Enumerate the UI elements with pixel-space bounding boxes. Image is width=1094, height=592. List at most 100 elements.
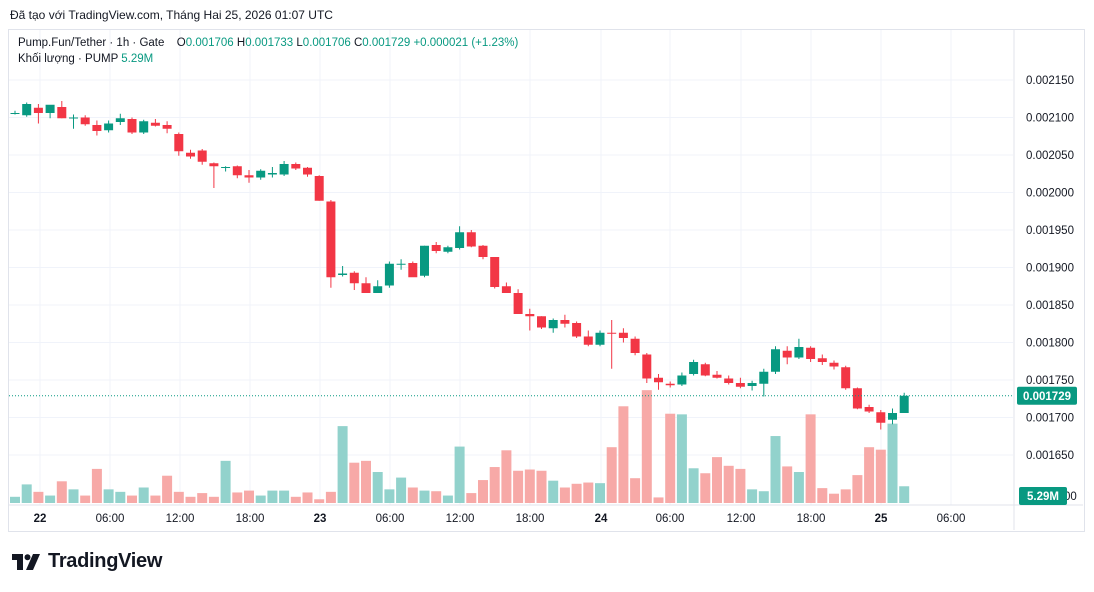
volume-bar: [887, 423, 898, 503]
price-tick-label: 0.001650: [1026, 450, 1074, 462]
volume-bar: [595, 483, 605, 503]
candle-body: [104, 123, 114, 131]
price-tick-label: 0.001850: [1026, 300, 1074, 312]
candle-body: [782, 350, 792, 358]
candle-body: [139, 121, 149, 133]
candle-body: [607, 332, 617, 334]
candle-body: [326, 201, 336, 278]
volume-bar: [21, 484, 32, 503]
candle-body: [244, 175, 254, 178]
volume-bar: [372, 472, 383, 503]
volume-bar: [454, 446, 465, 503]
time-tick-label: 06:00: [376, 513, 405, 525]
candle-body: [209, 163, 219, 167]
time-tick-label: 24: [595, 513, 608, 525]
volume-bar: [630, 478, 641, 503]
volume-value: 5.29M: [121, 53, 154, 65]
volume-bar: [208, 496, 219, 503]
time-tick-label: 06:00: [656, 513, 685, 525]
volume-bar: [864, 447, 875, 503]
candle-body: [455, 232, 465, 248]
time-tick-label: 06:00: [937, 513, 966, 525]
candle-body: [806, 347, 816, 359]
price-tick-label: 0.001800: [1026, 338, 1074, 350]
candle-body: [771, 349, 780, 372]
time-tick-label: 12:00: [446, 513, 475, 525]
candle-body: [162, 125, 172, 129]
candle-body: [829, 362, 839, 367]
candle-body: [665, 383, 675, 386]
candle-body: [864, 407, 874, 412]
volume-bar: [583, 482, 594, 503]
chart-legend: Pump.Fun/Tether · 1h · Gate O0.001706 H0…: [18, 35, 518, 67]
candle-body: [677, 375, 687, 385]
candle-body: [92, 125, 102, 131]
volume-bar: [641, 390, 652, 503]
last-price-badge: [1017, 386, 1077, 405]
volume-badge-label: 5.29M: [1027, 491, 1059, 503]
candle-body: [338, 273, 348, 275]
volume-bar: [712, 457, 722, 503]
candle-body: [420, 245, 429, 276]
candle-body: [501, 286, 511, 293]
candle-body: [654, 377, 663, 383]
volume-bars: [10, 390, 910, 503]
volume-bar: [255, 495, 266, 503]
candle-body: [548, 320, 558, 329]
tradingview-logo[interactable]: TradingView: [12, 550, 162, 573]
candle-body: [724, 378, 734, 383]
time-tick-label: 25: [875, 513, 888, 525]
volume-bar: [220, 460, 231, 503]
candle-body: [595, 332, 605, 345]
volume-bar: [618, 406, 629, 503]
candle-body: [876, 412, 886, 423]
volume-bar: [442, 495, 453, 503]
volume-bar: [325, 491, 336, 503]
volume-label[interactable]: Khối lượng · PUMP: [18, 53, 119, 65]
candle-body: [712, 374, 722, 378]
volume-bar: [91, 468, 102, 503]
volume-bar: [431, 491, 442, 503]
low-label: L: [296, 37, 303, 49]
volume-bar: [396, 477, 407, 503]
volume-bar: [279, 490, 290, 503]
symbol-title[interactable]: Pump.Fun/Tether · 1h · Gate: [18, 37, 165, 49]
candle-body: [888, 413, 897, 420]
volume-bar: [349, 462, 360, 503]
volume-bar: [700, 473, 711, 503]
volume-bar: [840, 489, 851, 503]
volume-bar: [68, 489, 79, 503]
volume-bar: [10, 496, 20, 503]
close-value: 0.001729: [362, 37, 411, 49]
volume-bar: [653, 497, 664, 503]
candle-body: [408, 263, 418, 278]
volume-bar: [150, 495, 161, 503]
volume-bar: [817, 488, 828, 503]
volume-bar: [606, 447, 617, 503]
candle-body: [303, 167, 312, 175]
candle-body: [642, 354, 652, 379]
price-tick-label-partial: 00: [1064, 491, 1077, 503]
candle-body: [232, 166, 242, 176]
candle-body: [689, 362, 699, 374]
volume-bar: [501, 450, 512, 503]
volume-bar: [314, 499, 325, 503]
price-tick-label: 0.002100: [1026, 113, 1074, 125]
candle-body: [537, 316, 546, 328]
candle-body: [256, 170, 266, 178]
candle-body: [291, 164, 301, 169]
volume-bar: [290, 496, 301, 503]
candle-body: [384, 263, 394, 286]
candle-body: [267, 173, 277, 175]
candle-body: [396, 263, 406, 265]
volume-bar: [466, 493, 477, 503]
grid: [9, 30, 1083, 530]
price-tick-label: 0.002000: [1026, 188, 1074, 200]
chart-frame: [8, 29, 1085, 532]
volume-bar: [478, 480, 488, 503]
time-axis: 22 06:00 12:00 18:00 23 06:00 12:00 18:00 24 06:0…: [34, 513, 966, 525]
candle-body: [572, 323, 582, 337]
candle-body: [174, 134, 184, 152]
price-axis: 0.002150 0.002100 0.002050 0.002000 0.001950…: [1026, 75, 1077, 503]
